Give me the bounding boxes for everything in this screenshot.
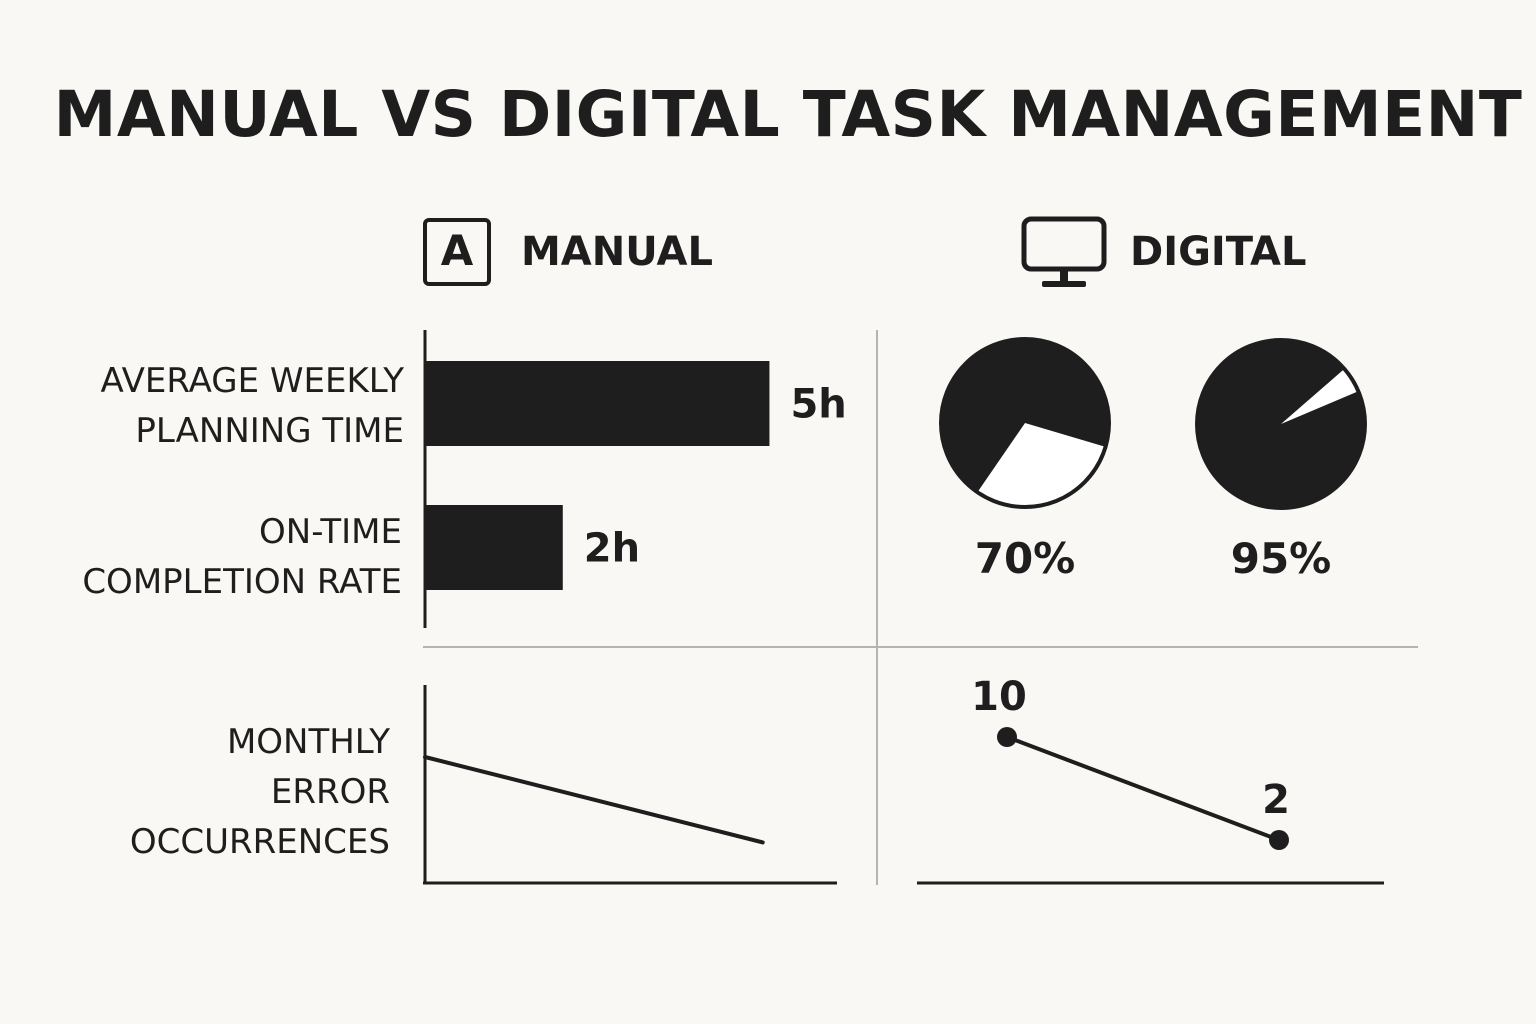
page-title: MANUAL VS DIGITAL TASK MANAGEMENT: [53, 78, 1523, 151]
digital-line-point-1: [997, 727, 1017, 747]
bar-value-label-2: 2h: [584, 526, 640, 572]
row-label-error-occurrences: MONTHLY ERROR OCCURRENCES: [129, 722, 390, 862]
row-label-on-time-rate: ON-TIME COMPLETION RATE: [82, 512, 402, 602]
manual-column-label: MANUAL: [521, 229, 713, 275]
bar-1: [425, 361, 770, 446]
pie-2-slice: [1196, 339, 1365, 508]
pie-2-value-label: 95%: [1231, 534, 1332, 583]
row-label-planning-time: AVERAGE WEEKLY PLANNING TIME: [100, 361, 404, 451]
digital-column-label: DIGITAL: [1130, 229, 1307, 275]
pie-1-slice: [940, 338, 1109, 493]
digital-line-point-label-1: 10: [971, 674, 1027, 720]
monitor-icon: [1021, 216, 1107, 287]
letter-a-box-icon: A: [423, 218, 491, 286]
digital-line-point-2: [1269, 830, 1289, 850]
digital-line-point-label-2: 2: [1262, 777, 1290, 823]
bar-value-label-1: 5h: [790, 382, 846, 428]
bar-2: [425, 505, 563, 590]
digital-line-series-line: [1005, 735, 1281, 842]
pie-1-value-label: 70%: [975, 534, 1076, 583]
manual-line-series-line: [423, 755, 765, 845]
